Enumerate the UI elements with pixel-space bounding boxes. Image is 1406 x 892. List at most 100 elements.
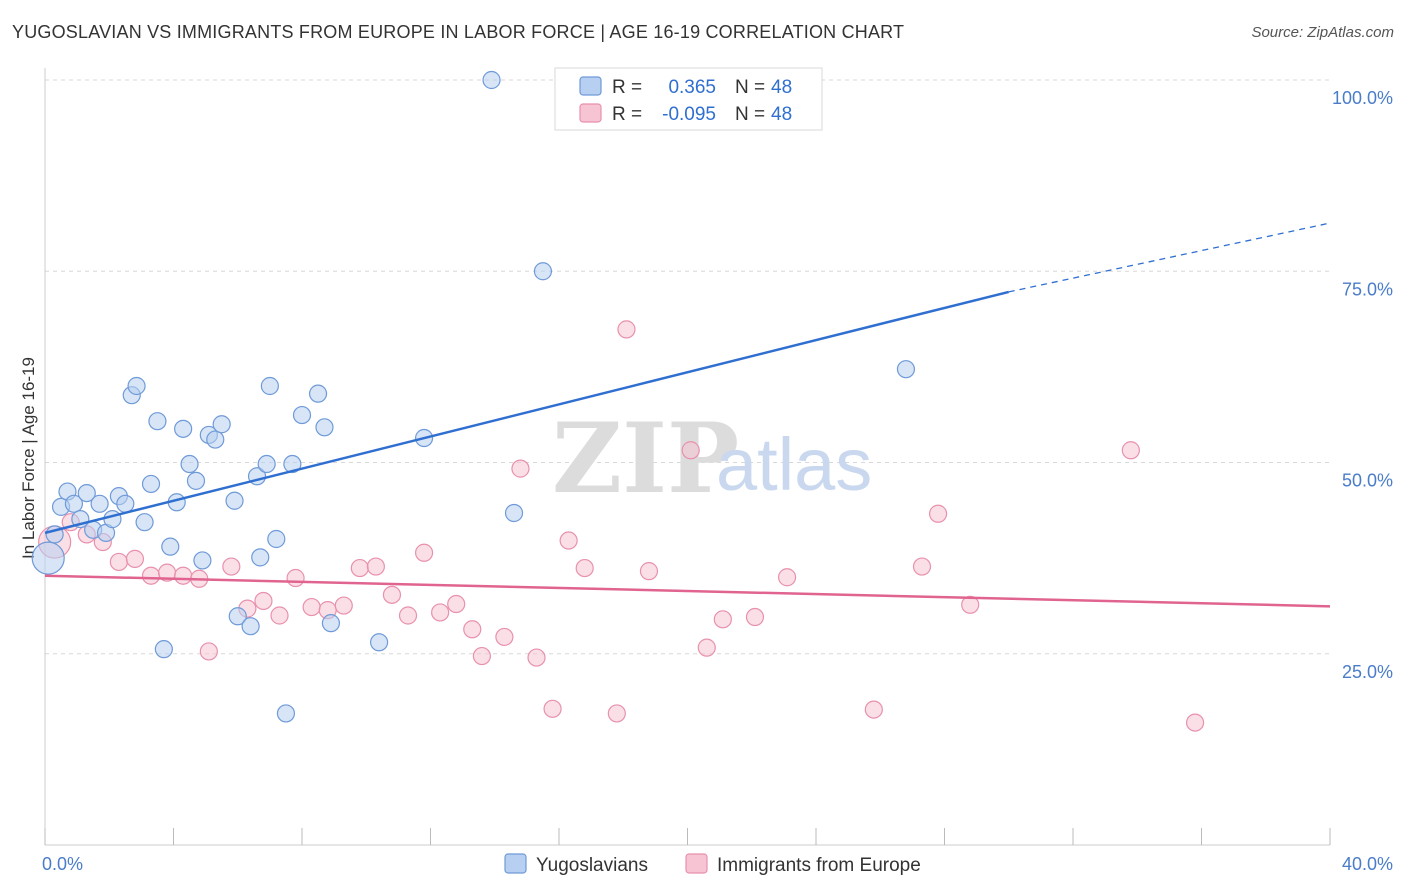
point-pink-35 bbox=[617, 320, 636, 339]
point-blue-21 bbox=[174, 419, 193, 438]
legend-n-value-0: 48 bbox=[771, 77, 792, 98]
point-pink-14 bbox=[270, 606, 289, 625]
point-blue-33 bbox=[257, 454, 276, 474]
watermark-zip: ZIP bbox=[552, 402, 739, 515]
y-tick-label-75: 75.0% bbox=[1342, 279, 1393, 299]
trend-lines bbox=[44, 222, 1331, 608]
point-pink-41 bbox=[777, 568, 797, 587]
point-pink-13 bbox=[254, 591, 273, 611]
legend-r-value-0: 0.365 bbox=[668, 77, 716, 98]
point-pink-16 bbox=[302, 597, 321, 617]
point-pink-10 bbox=[199, 642, 218, 661]
point-pink-20 bbox=[366, 557, 385, 576]
y-axis-label: In Labor Force | Age 16-19 bbox=[19, 357, 38, 559]
bottom-legend-label-0: Yugoslavians bbox=[536, 855, 648, 876]
point-pink-33 bbox=[575, 558, 594, 578]
point-blue-46 bbox=[533, 262, 553, 281]
point-blue-30 bbox=[241, 617, 260, 636]
point-blue-4 bbox=[64, 494, 84, 513]
point-blue-26 bbox=[206, 430, 225, 449]
point-pink-27 bbox=[472, 646, 491, 666]
point-pink-5 bbox=[125, 549, 145, 568]
watermark-atlas: atlas bbox=[716, 423, 872, 506]
point-blue-41 bbox=[321, 614, 341, 633]
point-pink-25 bbox=[447, 594, 466, 614]
point-pink-38 bbox=[697, 638, 716, 657]
point-pink-30 bbox=[527, 648, 546, 667]
point-pink-26 bbox=[463, 620, 482, 639]
point-blue-23 bbox=[186, 471, 206, 490]
chart-source: Source: ZipAtlas.com bbox=[1251, 24, 1394, 41]
legend-n-label-1: N = bbox=[735, 104, 765, 125]
chart-title: YUGOSLAVIAN VS IMMIGRANTS FROM EUROPE IN… bbox=[12, 22, 905, 42]
bottom-legend-swatch-blue bbox=[504, 853, 527, 874]
point-blue-37 bbox=[283, 454, 302, 474]
point-pink-11 bbox=[222, 557, 241, 576]
point-blue-24 bbox=[193, 551, 212, 570]
bottom-legend-label-1: Immigrants from Europe bbox=[717, 855, 921, 876]
legend-r-value-1: -0.095 bbox=[662, 104, 716, 125]
point-blue-10 bbox=[103, 510, 122, 529]
point-blue-22 bbox=[180, 454, 199, 474]
legend-n-label-0: N = bbox=[735, 77, 765, 98]
point-pink-8 bbox=[174, 566, 193, 585]
x-tick-labels: 0.0% 40.0% bbox=[42, 854, 1393, 874]
point-pink-6 bbox=[141, 566, 161, 585]
point-pink-37 bbox=[681, 441, 700, 460]
y-tick-labels: 25.0% 50.0% 75.0% 100.0% bbox=[1332, 88, 1393, 682]
point-blue-0 bbox=[31, 541, 65, 575]
point-pink-15 bbox=[286, 568, 305, 588]
point-pink-22 bbox=[398, 606, 418, 625]
axes bbox=[44, 68, 1331, 846]
trend-line-pink bbox=[44, 574, 1331, 608]
top-legend: R = 0.365 N = 48 R = -0.095 N = 48 bbox=[554, 67, 823, 131]
point-pink-29 bbox=[511, 459, 530, 478]
point-blue-29 bbox=[228, 607, 247, 626]
trend-line-blue bbox=[44, 290, 1010, 535]
point-pink-32 bbox=[559, 531, 578, 550]
point-blue-19 bbox=[161, 537, 180, 556]
point-pink-46 bbox=[1121, 441, 1140, 460]
point-pink-34 bbox=[607, 704, 626, 723]
bottom-legend: Yugoslavians Immigrants from Europe bbox=[504, 853, 921, 876]
point-pink-21 bbox=[382, 585, 402, 604]
point-blue-38 bbox=[292, 405, 312, 425]
point-blue-47 bbox=[896, 360, 916, 379]
point-pink-36 bbox=[639, 562, 659, 581]
point-pink-39 bbox=[713, 610, 732, 629]
point-pink-18 bbox=[334, 596, 353, 615]
legend-r-label-0: R = bbox=[612, 77, 642, 98]
point-pink-28 bbox=[495, 627, 514, 647]
legend-swatch-blue bbox=[579, 76, 602, 96]
point-pink-45 bbox=[961, 595, 980, 614]
point-blue-42 bbox=[370, 633, 389, 652]
point-blue-44 bbox=[482, 70, 501, 90]
bottom-legend-swatch-pink bbox=[685, 853, 708, 874]
point-pink-4 bbox=[109, 552, 128, 572]
y-tick-label-100: 100.0% bbox=[1332, 88, 1393, 108]
series-immigrants-from-europe bbox=[38, 320, 1205, 732]
point-pink-44 bbox=[928, 504, 948, 523]
point-blue-32 bbox=[251, 548, 270, 567]
legend-r-label-1: R = bbox=[612, 104, 642, 125]
x-tick-label-min: 0.0% bbox=[42, 854, 83, 874]
point-blue-39 bbox=[308, 384, 328, 403]
point-pink-47 bbox=[1185, 713, 1205, 732]
point-pink-19 bbox=[350, 558, 369, 578]
point-blue-12 bbox=[116, 494, 135, 513]
point-blue-35 bbox=[267, 529, 286, 549]
point-blue-34 bbox=[260, 376, 279, 396]
y-tick-label-25: 25.0% bbox=[1342, 662, 1393, 682]
point-pink-42 bbox=[864, 700, 883, 719]
point-blue-45 bbox=[504, 503, 524, 523]
point-pink-31 bbox=[543, 699, 562, 718]
point-blue-6 bbox=[77, 484, 96, 503]
point-pink-43 bbox=[912, 557, 932, 576]
point-pink-40 bbox=[745, 607, 765, 627]
x-tick-label-max: 40.0% bbox=[1342, 854, 1393, 874]
legend-swatch-pink bbox=[579, 103, 602, 123]
point-blue-27 bbox=[212, 415, 231, 434]
trend-line-blue-extension bbox=[1008, 222, 1331, 293]
point-blue-17 bbox=[148, 412, 167, 431]
